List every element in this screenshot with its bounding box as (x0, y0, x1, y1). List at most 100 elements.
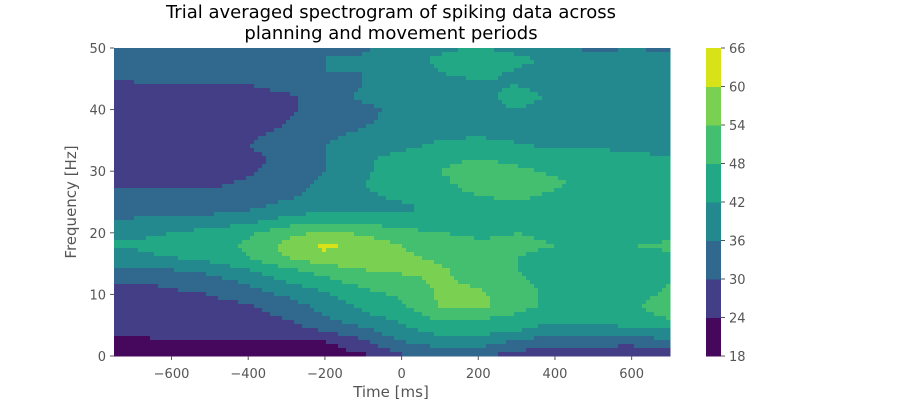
heatmap-cell (370, 200, 375, 205)
heatmap-cell (278, 52, 283, 57)
heatmap-cell (210, 320, 215, 325)
heatmap-cell (302, 312, 307, 317)
heatmap-cell (354, 188, 359, 193)
heatmap-cell (218, 132, 223, 137)
heatmap-cell (258, 176, 263, 181)
heatmap-cell (226, 284, 231, 289)
heatmap-cell (146, 216, 151, 221)
heatmap-cell (338, 192, 343, 197)
heatmap-cell (146, 300, 151, 305)
heatmap-cell (366, 296, 371, 301)
heatmap-cell (338, 260, 343, 265)
heatmap-cell (322, 100, 327, 105)
heatmap-cell (346, 276, 351, 281)
heatmap-cell (274, 124, 279, 129)
heatmap-cell (258, 324, 263, 329)
heatmap-cell (142, 152, 147, 157)
heatmap-cell (298, 276, 303, 281)
heatmap-cell (362, 296, 367, 301)
heatmap-cell (254, 60, 259, 65)
heatmap-cell (138, 236, 143, 241)
heatmap-cell (214, 232, 219, 237)
heatmap-cell (154, 304, 159, 309)
heatmap-cell (250, 116, 255, 121)
heatmap-cell (154, 228, 159, 233)
heatmap-cell (126, 272, 131, 277)
heatmap-cell (226, 252, 231, 257)
heatmap-cell (322, 136, 327, 141)
heatmap-cell (170, 300, 175, 305)
heatmap-cell (190, 144, 195, 149)
heatmap-cell (150, 336, 155, 341)
heatmap-cell (114, 152, 119, 157)
heatmap-cell (298, 204, 303, 209)
heatmap-cell (202, 80, 207, 85)
heatmap-cell (242, 92, 247, 97)
heatmap-cell (350, 164, 355, 169)
heatmap-cell (278, 316, 283, 321)
plot-area (114, 48, 671, 357)
heatmap-cell (190, 104, 195, 109)
heatmap-cell (294, 232, 299, 237)
heatmap-cell (154, 120, 159, 125)
heatmap-cell (194, 264, 199, 269)
heatmap-cell (286, 88, 291, 93)
heatmap-cell (302, 336, 307, 341)
heatmap-cell (202, 244, 207, 249)
heatmap-cell (314, 276, 319, 281)
heatmap-cell (366, 300, 371, 305)
heatmap-cell (350, 348, 355, 353)
heatmap-cell (330, 264, 335, 269)
heatmap-cell (142, 312, 147, 317)
heatmap-cell (266, 344, 271, 349)
heatmap-cell (282, 68, 287, 73)
heatmap-cell (210, 96, 215, 101)
heatmap-cell (234, 308, 239, 313)
heatmap-cell (250, 176, 255, 181)
heatmap-cell (222, 292, 227, 297)
heatmap-cell (234, 336, 239, 341)
heatmap-cell (326, 52, 331, 57)
heatmap-cell (146, 100, 151, 105)
heatmap-cell (334, 116, 339, 121)
heatmap-cell (294, 160, 299, 165)
heatmap-cell (274, 76, 279, 81)
heatmap-cell (170, 276, 175, 281)
heatmap-cell (222, 272, 227, 277)
heatmap-cell (310, 92, 315, 97)
heatmap-cell (134, 88, 139, 93)
heatmap-cell (162, 132, 167, 137)
heatmap-cell (350, 136, 355, 141)
heatmap-cell (358, 208, 363, 213)
heatmap-cell (286, 108, 291, 113)
heatmap-cell (338, 160, 343, 165)
heatmap-cell (238, 276, 243, 281)
heatmap-cell (226, 80, 231, 85)
heatmap-cell (294, 188, 299, 193)
heatmap-cell (214, 288, 219, 293)
heatmap-cell (210, 292, 215, 297)
heatmap-cell (266, 184, 271, 189)
heatmap-cell (206, 64, 211, 69)
heatmap-cell (182, 132, 187, 137)
heatmap-cell (306, 224, 311, 229)
heatmap-cell (150, 56, 155, 61)
heatmap-cell (286, 348, 291, 353)
heatmap-cell (226, 64, 231, 69)
heatmap-cell (202, 180, 207, 185)
heatmap-cell (294, 208, 299, 213)
heatmap-cell (326, 124, 331, 129)
heatmap-cell (342, 288, 347, 293)
heatmap-cell (130, 320, 135, 325)
heatmap-cell (142, 168, 147, 173)
heatmap-cell (354, 208, 359, 213)
heatmap-cell (286, 352, 291, 357)
heatmap-cell (162, 212, 167, 217)
heatmap-cell (282, 144, 287, 149)
heatmap-cell (266, 68, 271, 73)
heatmap-cell (326, 132, 331, 137)
heatmap-cell (130, 128, 135, 133)
heatmap-cell (318, 132, 323, 137)
heatmap-cell (214, 184, 219, 189)
heatmap-cell (194, 136, 199, 141)
